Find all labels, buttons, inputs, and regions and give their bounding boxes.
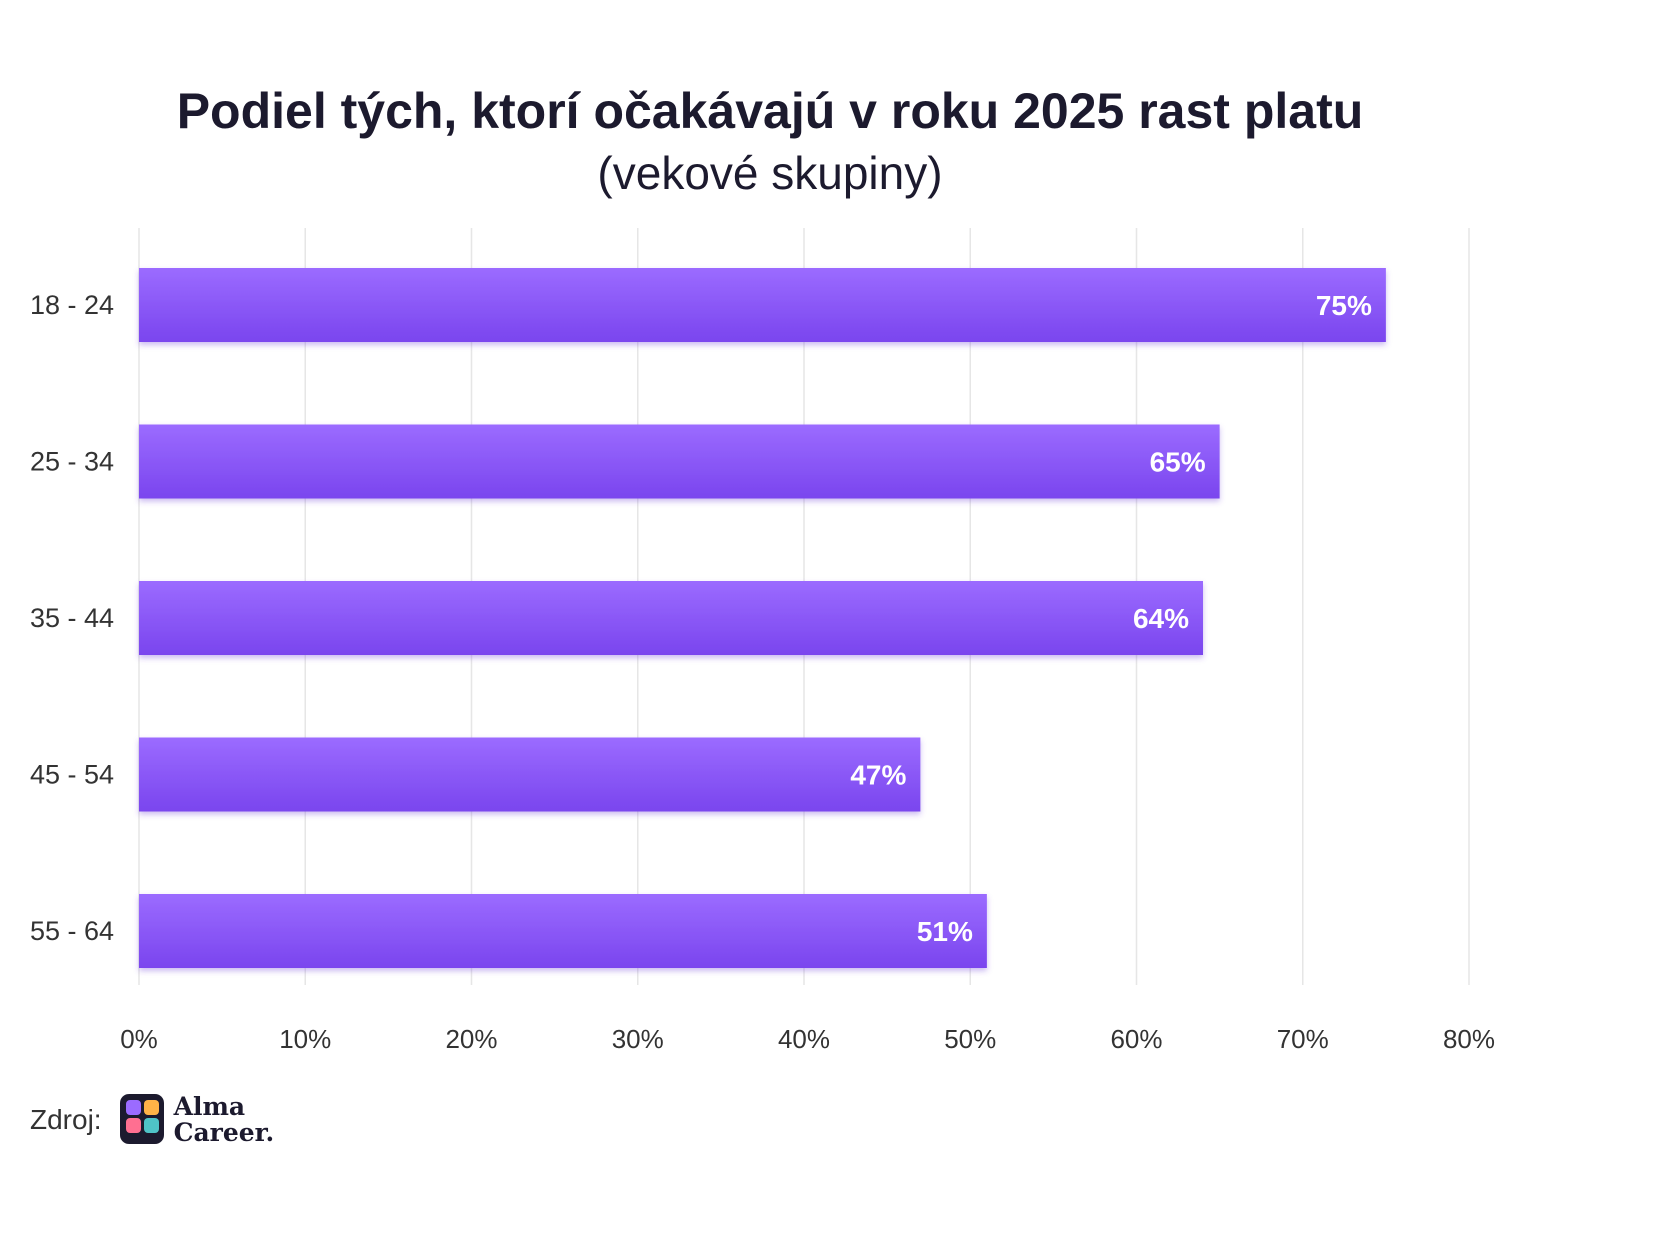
logo-line-2: Career. xyxy=(173,1118,275,1147)
category-label: 55 - 64 xyxy=(30,916,114,946)
bar xyxy=(139,424,1220,499)
logo-line-1: Alma xyxy=(173,1092,246,1121)
bar xyxy=(139,894,987,968)
data-label: 51% xyxy=(917,916,973,947)
category-label: 45 - 54 xyxy=(30,760,114,790)
x-tick-label: 10% xyxy=(279,1024,331,1054)
alma-career-logo-icon xyxy=(119,1094,164,1144)
x-axis-tick-labels: 0% 10% 20% 30% 40% 50% 60% 70% 80% xyxy=(120,1024,1495,1054)
bars xyxy=(139,268,1386,968)
x-tick-label: 20% xyxy=(445,1024,497,1054)
x-tick-label: 80% xyxy=(1443,1024,1495,1054)
x-tick-label: 30% xyxy=(612,1024,664,1054)
category-labels: 18 - 24 25 - 34 35 - 44 45 - 54 55 - 64 xyxy=(30,290,114,946)
bar xyxy=(139,737,921,812)
bar xyxy=(139,268,1386,342)
chart-subtitle: (vekové skupiny) xyxy=(597,147,943,199)
category-label: 25 - 34 xyxy=(30,447,114,477)
bar-chart: 75% 65% 64% 47% 51% 18 - 24 25 - 34 35 - 44 45 … xyxy=(30,228,1495,1054)
source-label: Zdroj: xyxy=(30,1104,102,1135)
x-tick-label: 40% xyxy=(778,1024,830,1054)
category-label: 35 - 44 xyxy=(30,603,114,633)
x-tick-label: 50% xyxy=(944,1024,996,1054)
x-tick-label: 0% xyxy=(120,1024,158,1054)
logo-wordmark: Alma Career. xyxy=(174,1094,275,1146)
data-label: 75% xyxy=(1316,290,1372,321)
source-footer: Zdroj: Alma Career. xyxy=(30,1090,274,1150)
x-tick-label: 70% xyxy=(1277,1024,1329,1054)
data-label: 65% xyxy=(1150,447,1206,478)
data-labels: 75% 65% 64% 47% 51% xyxy=(850,290,1372,947)
chart-title: Podiel tých, ktorí očakávajú v roku 2025… xyxy=(176,83,1364,139)
data-label: 47% xyxy=(850,760,906,791)
data-label: 64% xyxy=(1133,603,1189,634)
category-label: 18 - 24 xyxy=(30,290,114,320)
x-tick-label: 60% xyxy=(1110,1024,1162,1054)
bar xyxy=(139,581,1203,655)
